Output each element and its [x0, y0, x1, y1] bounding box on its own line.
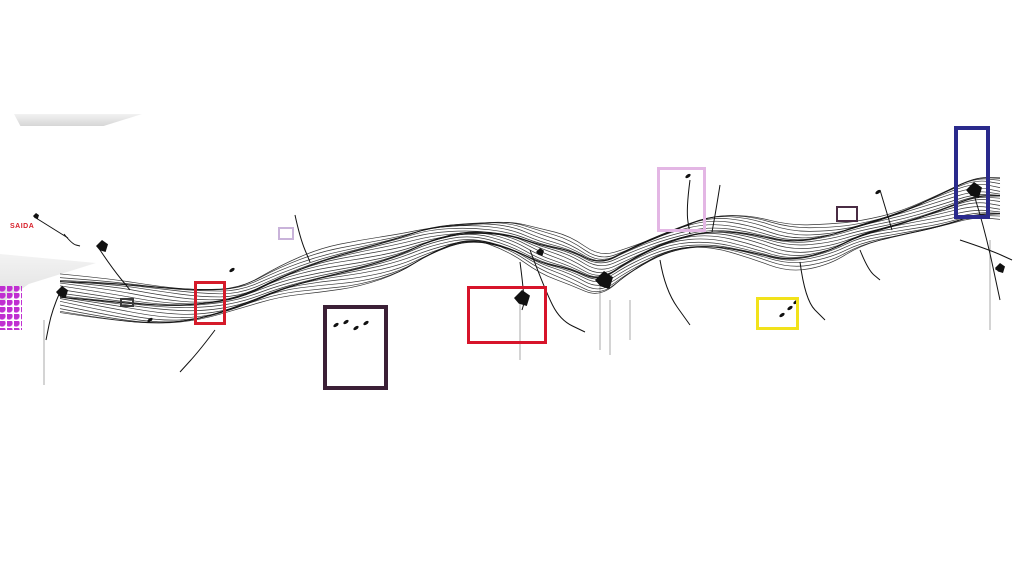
- vine-leaf: [363, 320, 369, 326]
- ink-blot: [595, 271, 613, 289]
- vine-tendril: [686, 179, 691, 235]
- frame-small-plum: [836, 206, 858, 222]
- vine-leaf: [343, 319, 349, 325]
- frame-small-grey-left: [120, 298, 134, 307]
- vine-strand: [59, 212, 1001, 318]
- vine-strand: [59, 178, 1001, 290]
- vine-tendril: [99, 249, 131, 291]
- frame-lavender-pink: [657, 167, 706, 232]
- vine-leaf: [353, 325, 359, 331]
- ink-blot: [33, 213, 39, 219]
- vine-leaf: [229, 267, 235, 273]
- vine-tendril: [179, 329, 216, 373]
- ink-blot: [56, 286, 68, 298]
- ink-blot: [536, 248, 544, 256]
- vine-leaf: [685, 173, 691, 179]
- frame-dark-purple-large: [323, 305, 388, 390]
- vine-strand: [59, 215, 1001, 324]
- vine-tendril: [294, 214, 311, 263]
- vine-strand: [59, 195, 1001, 306]
- ink-blot: [966, 182, 982, 198]
- colorful-dots-poster: [0, 286, 22, 330]
- frame-red-small: [194, 281, 226, 325]
- vine-strand: [59, 213, 1001, 323]
- vine-strand: [59, 194, 1001, 303]
- wall-shelf-top: [14, 114, 142, 126]
- vine-strand: [59, 212, 1001, 323]
- ink-blot: [96, 240, 108, 252]
- vine-leaf: [333, 322, 339, 328]
- vine-tendril: [959, 239, 1013, 261]
- frame-yellow: [756, 297, 799, 330]
- vine-strand: [59, 196, 1001, 306]
- vine-strand: [59, 217, 1001, 324]
- vine-leaf: [147, 317, 153, 323]
- vine-tendril: [659, 259, 691, 326]
- vine-strand: [59, 177, 1001, 291]
- vine-strand: [59, 177, 1001, 290]
- vine-strand: [59, 195, 1001, 306]
- frame-lilac-small: [278, 227, 294, 240]
- vine-tendril: [45, 291, 61, 341]
- vine-leaf: [779, 312, 785, 318]
- vine-leaf: [787, 305, 793, 311]
- vine-tendril: [35, 217, 69, 239]
- vine-tendril: [879, 189, 893, 231]
- wall-sign-text: SAIDA: [10, 223, 35, 230]
- vine-leaf: [995, 265, 1001, 271]
- vine-tendril: [799, 261, 826, 321]
- vine-leaf: [875, 189, 881, 195]
- ink-blot: [514, 290, 530, 306]
- frame-blue-tall: [954, 126, 990, 219]
- vine-tendril: [974, 197, 1001, 301]
- frame-red-large: [467, 286, 547, 344]
- vine-tendril: [529, 249, 586, 333]
- vine-tendril: [63, 233, 81, 247]
- vine-tendril: [711, 184, 721, 233]
- vine-tendril: [859, 249, 881, 281]
